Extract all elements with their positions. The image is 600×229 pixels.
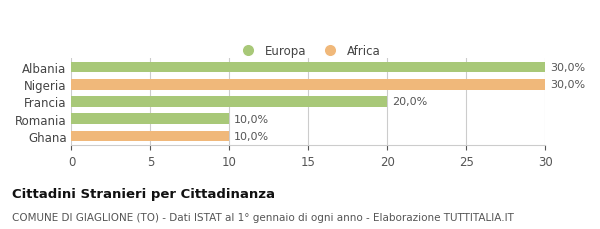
Text: 30,0%: 30,0%	[550, 63, 585, 73]
Text: 30,0%: 30,0%	[550, 80, 585, 90]
Bar	[71, 97, 388, 107]
Bar	[71, 131, 229, 142]
Text: 10,0%: 10,0%	[234, 131, 269, 141]
Text: COMUNE DI GIAGLIONE (TO) - Dati ISTAT al 1° gennaio di ogni anno - Elaborazione : COMUNE DI GIAGLIONE (TO) - Dati ISTAT al…	[12, 212, 514, 222]
Text: 20,0%: 20,0%	[392, 97, 427, 107]
Bar	[71, 79, 545, 90]
Bar	[71, 62, 545, 73]
Text: 10,0%: 10,0%	[234, 114, 269, 124]
Bar	[71, 114, 229, 125]
Text: Cittadini Stranieri per Cittadinanza: Cittadini Stranieri per Cittadinanza	[12, 187, 275, 200]
Legend: Europa, Africa: Europa, Africa	[232, 40, 385, 62]
